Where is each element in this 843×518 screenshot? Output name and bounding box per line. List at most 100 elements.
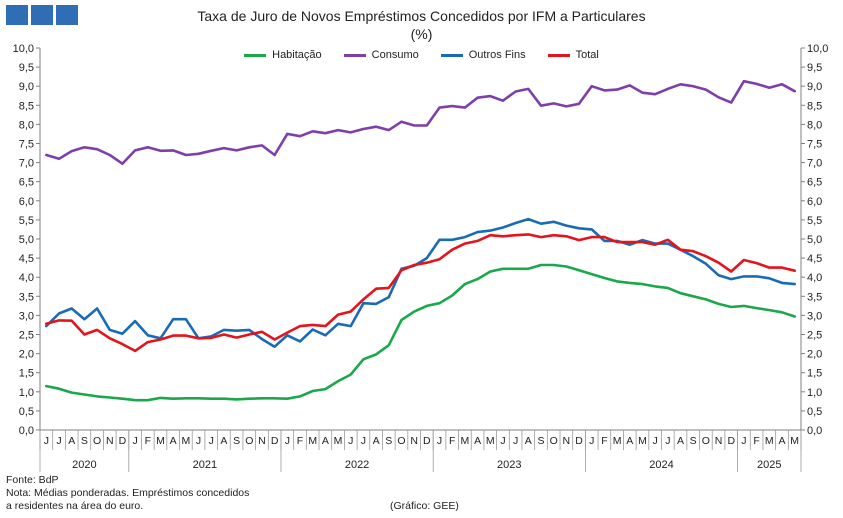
legend-swatch-total <box>547 53 570 57</box>
x-tick-label-year: 2021 <box>193 459 217 471</box>
chart-notes: Fonte: BdP Nota: Médias ponderadas. Empr… <box>6 474 249 513</box>
logo-block-1 <box>6 5 28 25</box>
x-tick-label-month: M <box>765 435 774 447</box>
x-tick-label-month: F <box>145 435 151 447</box>
x-tick-label-month: M <box>790 435 799 447</box>
x-tick-label-year: 2024 <box>649 459 673 471</box>
x-tick-label-month: O <box>702 435 710 447</box>
x-tick-label-month: O <box>397 435 405 447</box>
x-tick-label-month: N <box>258 435 266 447</box>
x-tick-label-year: 2022 <box>345 459 369 471</box>
series-line-habitacao <box>44 263 797 402</box>
x-tick-label-month: N <box>563 435 571 447</box>
y-tick-label-right: 5,5 <box>807 215 822 227</box>
x-tick-label-month: A <box>525 435 532 447</box>
x-tick-label-year: 2020 <box>72 459 96 471</box>
series-line-consumo <box>44 79 797 165</box>
y-tick-label-right: 2,0 <box>807 349 822 361</box>
x-tick-label-month: J <box>285 435 290 447</box>
y-tick-label-left: 8,0 <box>19 119 34 131</box>
y-tick-label-right: 9,0 <box>807 81 822 93</box>
x-tick-label-month: A <box>373 435 380 447</box>
x-tick-label-month: A <box>322 435 329 447</box>
x-tick-label-month: N <box>715 435 723 447</box>
y-tick-label-left: 6,5 <box>19 177 34 189</box>
y-tick-label-left: 1,0 <box>19 387 34 399</box>
legend-item-habitacao: Habitação <box>244 49 322 61</box>
x-tick-label-month: A <box>626 435 633 447</box>
x-tick-label-month: J <box>133 435 138 447</box>
x-tick-label-month: O <box>550 435 558 447</box>
y-tick-label-left: 2,0 <box>19 349 34 361</box>
y-tick-label-right: 6,5 <box>807 177 822 189</box>
x-tick-label-month: O <box>245 435 253 447</box>
y-tick-label-right: 0,0 <box>807 425 822 437</box>
x-tick-label-month: J <box>665 435 670 447</box>
y-tick-label-right: 8,5 <box>807 100 822 112</box>
y-tick-label-right: 3,0 <box>807 310 822 322</box>
y-tick-label-right: 1,5 <box>807 368 822 380</box>
logo-block-3 <box>56 5 78 25</box>
x-tick-label-month: J <box>500 435 505 447</box>
y-tick-label-left: 3,0 <box>19 310 34 322</box>
y-tick-label-left: 1,5 <box>19 368 34 380</box>
x-tick-label-month: M <box>638 435 647 447</box>
y-tick-label-right: 7,0 <box>807 158 822 170</box>
legend-swatch-consumo <box>343 53 366 57</box>
logo-block-2 <box>31 5 53 25</box>
y-tick-label-right: 2,5 <box>807 330 822 342</box>
y-tick-label-left: 6,0 <box>19 196 34 208</box>
y-tick-label-right: 3,5 <box>807 291 822 303</box>
legend-item-total: Total <box>547 49 599 61</box>
x-tick-label-month: F <box>601 435 607 447</box>
legend-label-total: Total <box>575 49 599 61</box>
x-tick-label-month: J <box>361 435 366 447</box>
y-tick-label-left: 8,5 <box>19 100 34 112</box>
y-tick-label-right: 5,0 <box>807 234 822 246</box>
series-line-total <box>44 233 797 353</box>
legend-label-habitacao: Habitação <box>272 49 322 61</box>
note-line-1: Nota: Médias ponderadas. Empréstimos con… <box>6 487 250 499</box>
x-tick-label-month: M <box>334 435 343 447</box>
x-tick-label-month: J <box>196 435 201 447</box>
x-tick-label-month: S <box>81 435 88 447</box>
x-tick-label-month: A <box>68 435 75 447</box>
y-tick-label-right: 9,5 <box>807 62 822 74</box>
x-tick-label-month: J <box>513 435 518 447</box>
legend-item-consumo: Consumo <box>343 49 419 61</box>
legend-label-consumo: Consumo <box>371 49 419 61</box>
chart-title: Taxa de Juro de Novos Empréstimos Conced… <box>197 8 646 24</box>
y-tick-label-right: 4,5 <box>807 253 822 265</box>
y-tick-label-right: 7,5 <box>807 139 822 151</box>
x-tick-label-month: D <box>119 435 127 447</box>
legend-swatch-outros-fins <box>440 53 463 57</box>
x-tick-label-month: A <box>778 435 785 447</box>
y-tick-label-right: 4,0 <box>807 272 822 284</box>
x-tick-label-month: M <box>308 435 317 447</box>
note-line-2: a residentes na área do euro. <box>6 500 144 512</box>
x-tick-label-month: A <box>170 435 177 447</box>
x-tick-label-month: D <box>423 435 431 447</box>
x-tick-label-month: J <box>209 435 214 447</box>
y-tick-label-left: 4,5 <box>19 253 34 265</box>
x-tick-label-month: F <box>297 435 303 447</box>
series-line-outros-fins <box>44 217 797 349</box>
y-tick-label-left: 7,5 <box>19 139 34 151</box>
legend-swatch-habitacao <box>244 53 267 57</box>
x-tick-label-month: J <box>653 435 658 447</box>
y-tick-label-left: 3,5 <box>19 291 34 303</box>
y-tick-label-left: 5,0 <box>19 234 34 246</box>
y-tick-label-left: 0,0 <box>19 425 34 437</box>
y-tick-label-right: 10,0 <box>807 43 828 55</box>
x-tick-label-month: J <box>44 435 49 447</box>
y-tick-label-left: 7,0 <box>19 158 34 170</box>
x-tick-label-month: M <box>181 435 190 447</box>
x-tick-label-month: N <box>410 435 418 447</box>
x-tick-label-month: N <box>106 435 114 447</box>
y-tick-label-left: 9,5 <box>19 62 34 74</box>
x-tick-label-month: F <box>449 435 455 447</box>
y-tick-label-left: 4,0 <box>19 272 34 284</box>
chart-credit: (Gráfico: GEE) <box>390 500 459 512</box>
x-tick-label-month: J <box>348 435 353 447</box>
